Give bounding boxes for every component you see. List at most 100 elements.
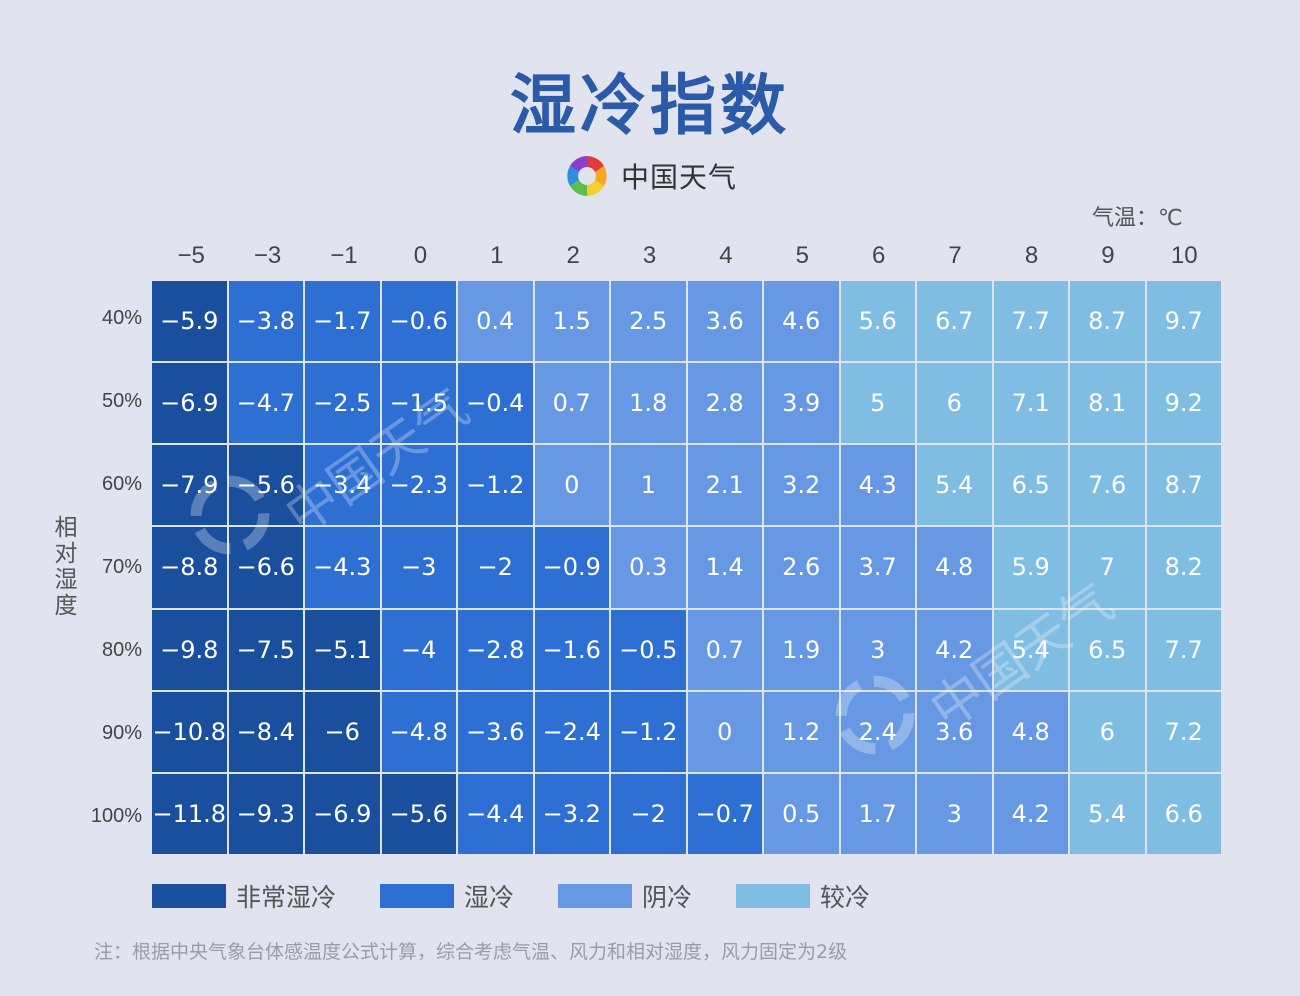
heatmap-cell: 3.9 (764, 363, 839, 444)
heatmap-cell: 7 (1070, 527, 1145, 608)
heatmap-cell: −4.7 (228, 363, 303, 444)
chart-title: 湿冷指数 (510, 67, 790, 144)
legend-swatch (558, 884, 633, 908)
heatmap-cell: 0.3 (611, 527, 686, 608)
heatmap-cell: 2.6 (764, 527, 839, 608)
x-tick: −3 (253, 242, 282, 269)
heatmap-cell: −4 (381, 609, 456, 690)
heatmap-cell: −7.5 (228, 609, 303, 690)
heatmap-cell: 0.5 (764, 773, 839, 854)
x-tick: 2 (566, 242, 580, 269)
heatmap-cell: 1 (611, 445, 686, 526)
heatmap-cell: −0.7 (687, 773, 762, 854)
x-tick: 10 (1170, 242, 1198, 269)
heatmap-cell: 5.4 (917, 445, 992, 526)
x-tick: 6 (872, 242, 886, 269)
heatmap-cell: −4.4 (458, 773, 533, 854)
heatmap-cell: 1.9 (764, 609, 839, 690)
legend-swatch (380, 884, 455, 908)
heatmap-cell: 5 (840, 363, 915, 444)
heatmap-cell: 1.5 (534, 281, 609, 362)
heatmap-cell: 4.2 (917, 609, 992, 690)
y-tick: 70% (101, 556, 142, 578)
heatmap-cell: −7.9 (152, 445, 227, 526)
heatmap-cell: −2.8 (458, 609, 533, 690)
heatmap-cell: 3.6 (917, 691, 992, 772)
heatmap-cell: 4.2 (993, 773, 1068, 854)
x-tick: 0 (413, 242, 428, 269)
heatmap-cell: 3 (917, 773, 992, 854)
x-axis-ticks: −5 −3 −1 0 1 2 3 4 5 6 7 8 9 10 (153, 242, 1222, 270)
heatmap-cell: 6 (917, 363, 992, 444)
heatmap-cell: −2.5 (305, 363, 380, 444)
heatmap-cell: −2 (458, 527, 533, 608)
heatmap-cell: −5.6 (381, 773, 456, 854)
legend-item: 湿冷 (380, 878, 514, 914)
heatmap-cell: −8.8 (152, 527, 227, 608)
legend-item: 非常湿冷 (152, 878, 336, 914)
heatmap-cell: 6.7 (917, 281, 992, 362)
china-weather-logo-icon (567, 156, 607, 196)
legend-label: 较冷 (820, 883, 871, 912)
heatmap-cell: 4.6 (764, 281, 839, 362)
legend: 非常湿冷 湿冷 阴冷 较冷 (152, 878, 914, 914)
heatmap-cell: −3.4 (305, 445, 380, 526)
heatmap-cell: 0 (687, 691, 762, 772)
legend-label: 非常湿冷 (236, 883, 337, 912)
heatmap-cell: −5.1 (305, 609, 380, 690)
heatmap-grid: −5.9 −3.8 −1.7 −0.6 0.4 1.5 2.5 3.6 4.6 5.6 6.7 7.7… (152, 281, 1221, 854)
heatmap-cell: −2 (611, 773, 686, 854)
heatmap-cell: 5.9 (993, 527, 1068, 608)
heatmap-cell: −3.6 (458, 691, 533, 772)
heatmap-cell: −3 (381, 527, 456, 608)
heatmap-cell: 6.5 (1070, 609, 1145, 690)
y-tick: 40% (101, 307, 142, 329)
heatmap-cell: 1.4 (687, 527, 762, 608)
heatmap-cell: 4.3 (840, 445, 915, 526)
heatmap-cell: −5.6 (228, 445, 303, 526)
heatmap-cell: −4.8 (381, 691, 456, 772)
heatmap-cell: 3.7 (840, 527, 915, 608)
x-tick: 8 (1024, 242, 1039, 269)
heatmap-cell: 3 (840, 609, 915, 690)
heatmap-cell: −3.8 (228, 281, 303, 362)
heatmap-cell: 6.5 (993, 445, 1068, 526)
heatmap-cell: −6 (305, 691, 380, 772)
heatmap-cell: 0.7 (534, 363, 609, 444)
heatmap-cell: −1.6 (534, 609, 609, 690)
heatmap-cell: −0.4 (458, 363, 533, 444)
heatmap-cell: −2.4 (534, 691, 609, 772)
heatmap-cell: 1.7 (840, 773, 915, 854)
legend-item: 较冷 (736, 878, 870, 914)
y-tick: 50% (101, 390, 142, 412)
heatmap-cell: −0.5 (611, 609, 686, 690)
heatmap-cell: −6.9 (152, 363, 227, 444)
heatmap-cell: 5.4 (1070, 773, 1145, 854)
y-tick: 90% (101, 722, 142, 744)
heatmap-cell: −6.9 (305, 773, 380, 854)
heatmap-cell: 7.7 (993, 281, 1068, 362)
heatmap-cell: −2.3 (381, 445, 456, 526)
x-axis-unit-label: 气温：℃ (1092, 206, 1183, 231)
heatmap-cell: 0.7 (687, 609, 762, 690)
heatmap-cell: −1.7 (305, 281, 380, 362)
x-tick: 7 (948, 242, 962, 269)
y-tick: 60% (101, 473, 142, 495)
heatmap-cell: −6.6 (228, 527, 303, 608)
heatmap-cell: −9.8 (152, 609, 227, 690)
x-tick: 4 (719, 242, 733, 269)
heatmap-cell: 3.2 (764, 445, 839, 526)
heatmap-cell: 7.6 (1070, 445, 1145, 526)
heatmap-cell: 5.4 (993, 609, 1068, 690)
x-tick: 1 (490, 242, 504, 269)
heatmap-cell: −4.3 (305, 527, 380, 608)
x-tick: −1 (330, 242, 358, 269)
heatmap-cell: 7.7 (1146, 609, 1221, 690)
heatmap-cell: −10.8 (152, 691, 227, 772)
y-tick: 80% (101, 639, 142, 661)
heatmap-cell: −3.2 (534, 773, 609, 854)
heatmap-cell: 9.2 (1146, 363, 1221, 444)
y-tick: 100% (90, 805, 142, 827)
heatmap-cell: −8.4 (228, 691, 303, 772)
x-tick: 3 (642, 242, 657, 269)
